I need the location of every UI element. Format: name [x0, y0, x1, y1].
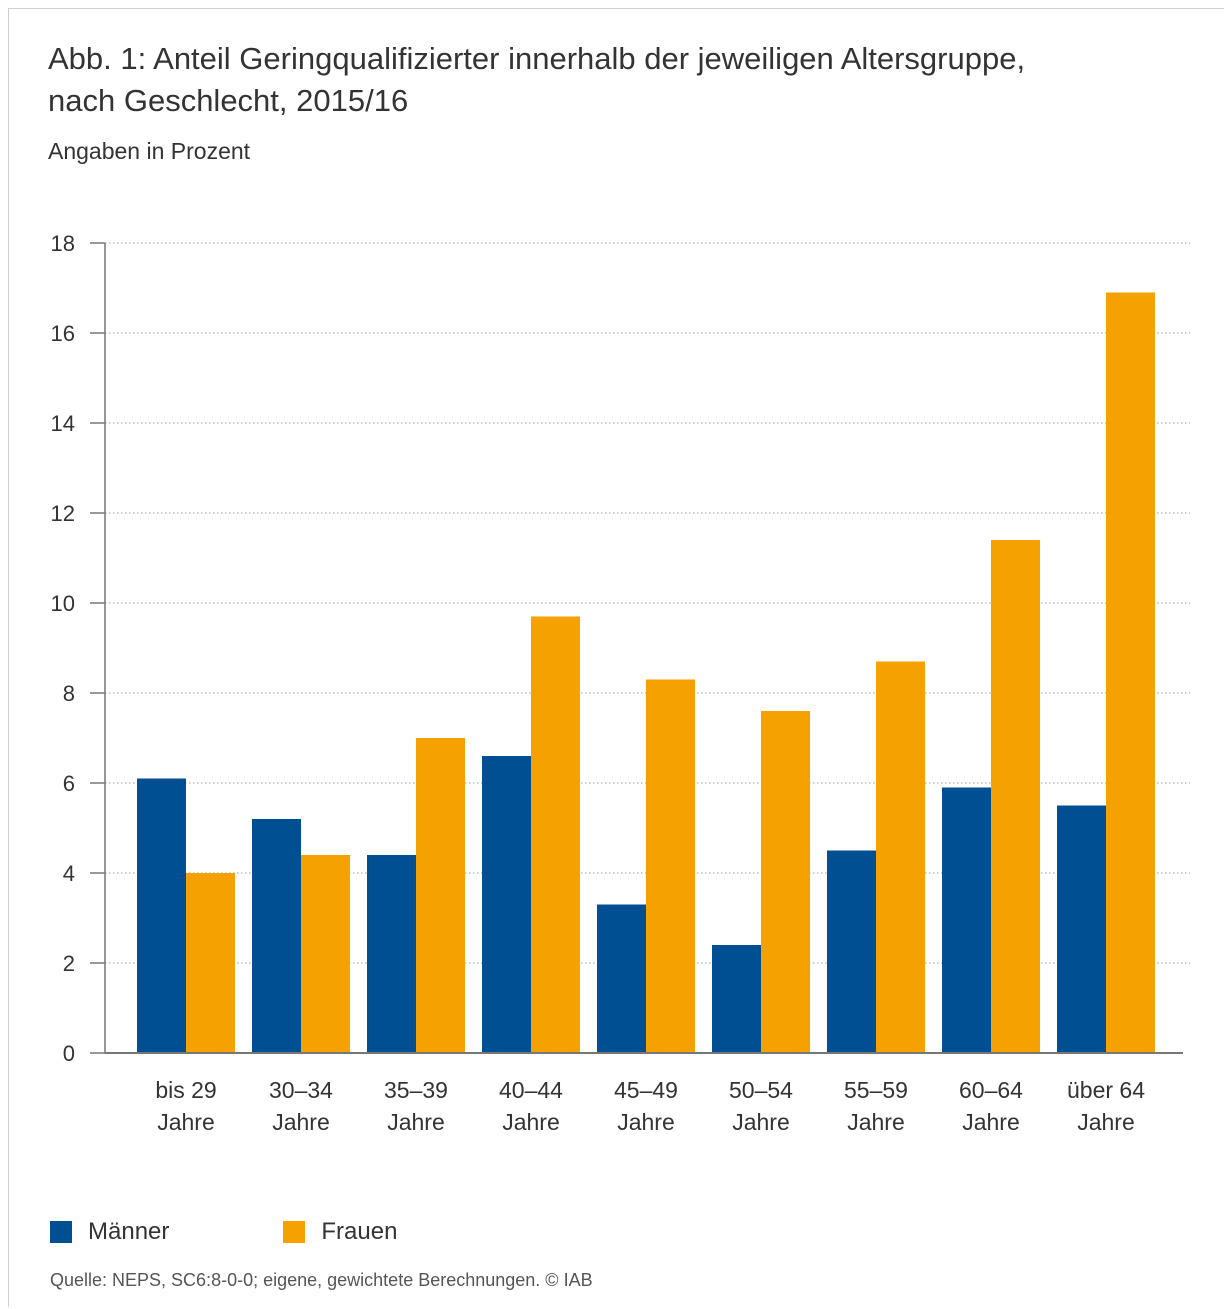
- bar-maenner: [827, 850, 876, 1053]
- x-tick-label-line: Jahre: [272, 1109, 330, 1135]
- bar-frauen: [761, 711, 810, 1053]
- chart-title: Abb. 1: Anteil Geringqualifizierter inne…: [48, 38, 1148, 122]
- chart-title-line-1: Abb. 1: Anteil Geringqualifizierter inne…: [48, 41, 1026, 76]
- x-tick-label-line: über 64: [1067, 1077, 1145, 1103]
- bar-frauen: [1106, 292, 1155, 1053]
- legend-item-frauen: Frauen: [283, 1218, 397, 1246]
- x-tick-label: 35–39 Jahre: [384, 1077, 448, 1135]
- bar-frauen: [186, 873, 235, 1053]
- y-tick-label: 0: [63, 1041, 75, 1066]
- bar-maenner: [482, 756, 531, 1053]
- x-tick-label-line: 45–49: [614, 1077, 678, 1103]
- y-tick-label: 12: [51, 501, 75, 526]
- y-tick-label: 8: [63, 681, 75, 706]
- bar-maenner: [1057, 805, 1106, 1053]
- x-tick-label: 40–44 Jahre: [499, 1077, 563, 1135]
- x-tick-label: bis 29 Jahre: [155, 1077, 216, 1135]
- bar-frauen: [876, 661, 925, 1053]
- x-tick-label-line: Jahre: [387, 1109, 445, 1135]
- bar-frauen: [301, 855, 350, 1053]
- y-tick-label: 16: [51, 321, 75, 346]
- legend-label-maenner: Männer: [88, 1218, 170, 1245]
- y-tick-label: 6: [63, 771, 75, 796]
- x-tick-label-line: 40–44: [499, 1077, 563, 1103]
- x-tick-label-line: 30–34: [269, 1077, 333, 1103]
- x-tick-label-line: Jahre: [962, 1109, 1020, 1135]
- axes: [90, 242, 1183, 1054]
- y-tick-label: 10: [51, 591, 75, 616]
- legend-swatch-maenner: [50, 1221, 72, 1243]
- x-tick-label-line: 60–64: [959, 1077, 1023, 1103]
- figure-frame: [8, 8, 1224, 1307]
- chart-subtitle: Angaben in Prozent: [48, 138, 251, 164]
- bar-maenner: [367, 855, 416, 1053]
- x-tick-label-line: 50–54: [729, 1077, 793, 1103]
- y-tick-label: 18: [51, 231, 75, 256]
- x-tick-label: 50–54 Jahre: [729, 1077, 793, 1135]
- y-tick-label: 14: [51, 411, 75, 436]
- x-tick-label: 55–59 Jahre: [844, 1077, 908, 1135]
- x-tick-label: 60–64 Jahre: [959, 1077, 1023, 1135]
- bar-frauen: [991, 540, 1040, 1053]
- x-tick-label-line: Jahre: [847, 1109, 905, 1135]
- bar-frauen: [416, 738, 465, 1053]
- y-tick-label: 4: [63, 861, 75, 886]
- bar-maenner: [942, 787, 991, 1053]
- legend: Männer Frauen: [50, 1218, 511, 1246]
- chart-title-line-2: nach Geschlecht, 2015/16: [48, 83, 409, 118]
- legend-label-frauen: Frauen: [321, 1218, 398, 1245]
- bar-frauen: [531, 616, 580, 1053]
- x-tick-label-line: 55–59: [844, 1077, 908, 1103]
- x-tick-label: 45–49 Jahre: [614, 1077, 678, 1135]
- x-tick-label-line: Jahre: [157, 1109, 215, 1135]
- x-tick-label-line: Jahre: [617, 1109, 675, 1135]
- bars: [137, 292, 1155, 1053]
- bar-frauen: [646, 679, 695, 1053]
- legend-swatch-frauen: [283, 1221, 306, 1243]
- y-tick-label: 2: [63, 951, 75, 976]
- bar-maenner: [252, 819, 301, 1053]
- source-note: Quelle: NEPS, SC6:8-0-0; eigene, gewicht…: [50, 1270, 593, 1290]
- x-tick-label-line: Jahre: [502, 1109, 560, 1135]
- x-tick-label: 30–34 Jahre: [269, 1077, 333, 1135]
- x-tick-label: über 64 Jahre: [1067, 1077, 1145, 1135]
- x-tick-label-line: bis 29: [155, 1077, 216, 1103]
- bar-maenner: [712, 945, 761, 1053]
- x-tick-label-line: Jahre: [732, 1109, 790, 1135]
- bar-maenner: [597, 904, 646, 1053]
- bar-maenner: [137, 778, 186, 1053]
- x-tick-label-line: 35–39: [384, 1077, 448, 1103]
- x-tick-label-line: Jahre: [1077, 1109, 1135, 1135]
- legend-item-maenner: Männer: [50, 1218, 169, 1246]
